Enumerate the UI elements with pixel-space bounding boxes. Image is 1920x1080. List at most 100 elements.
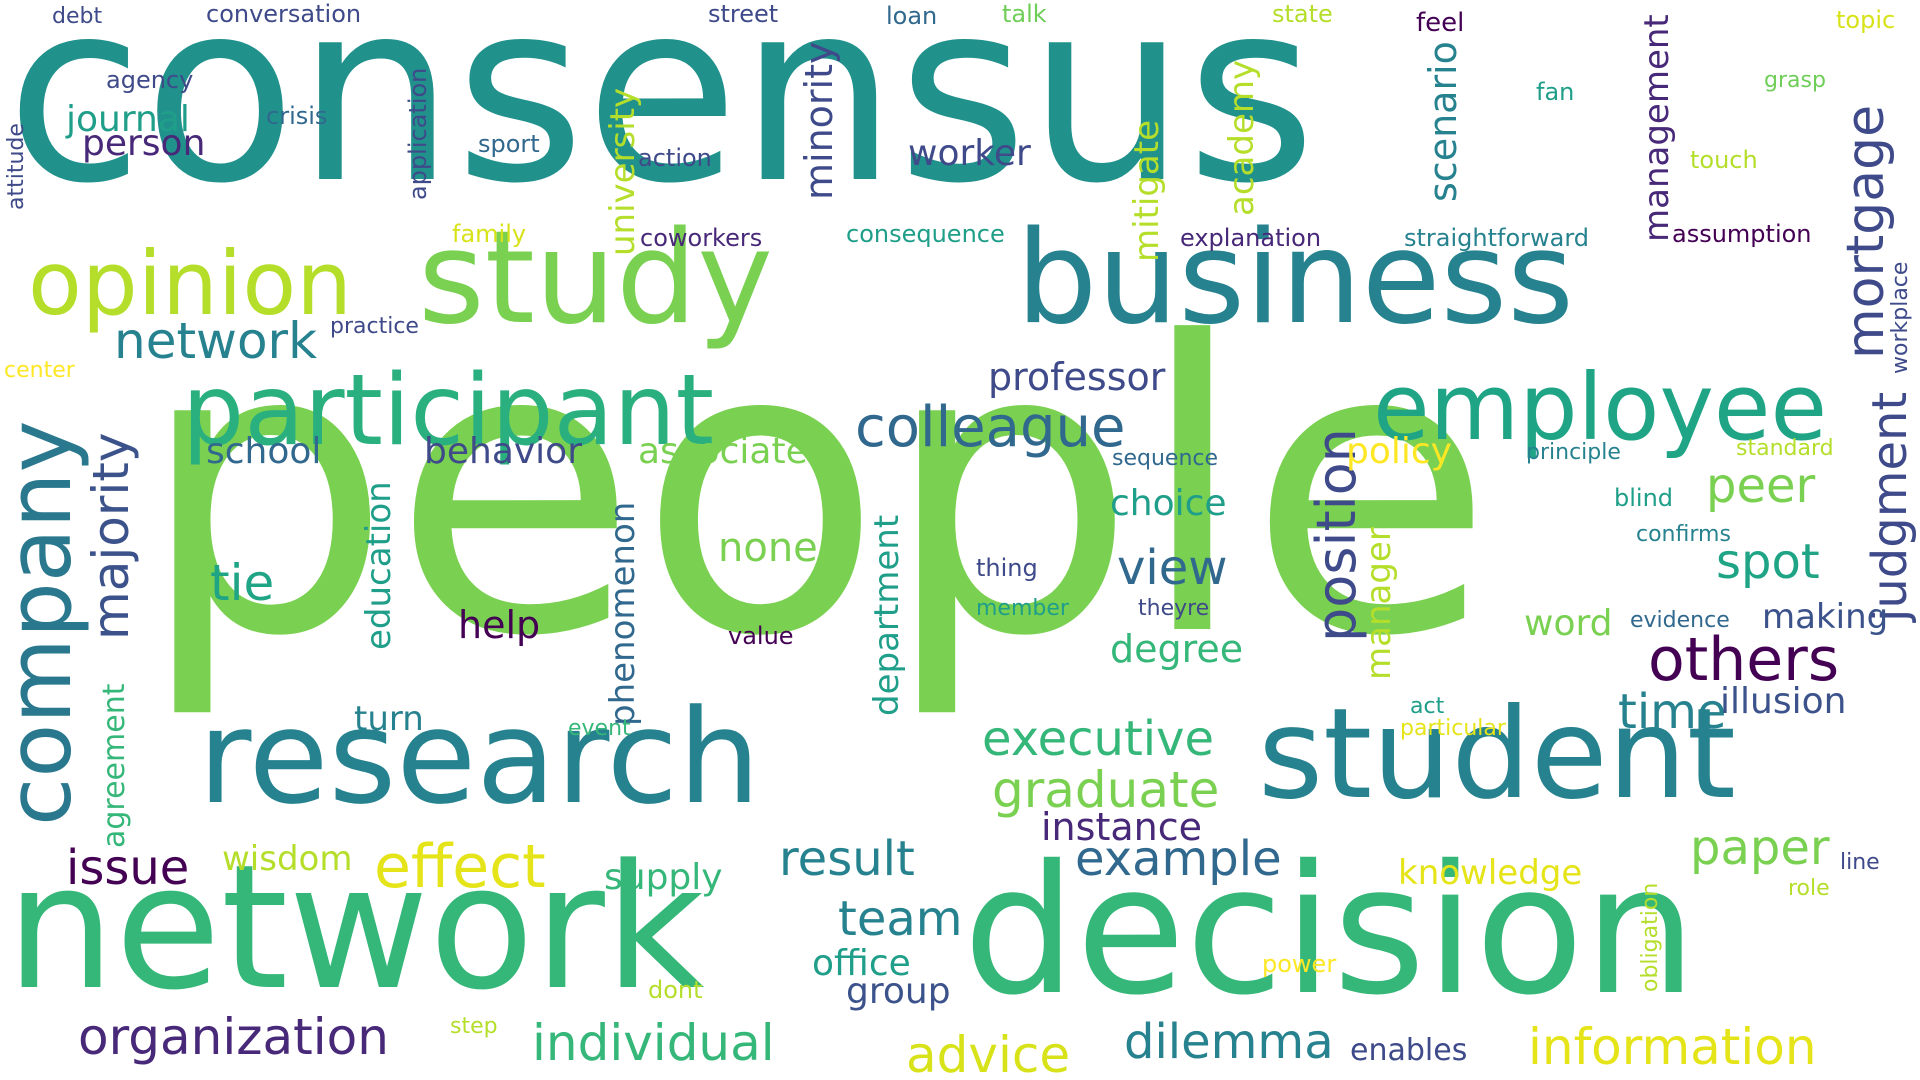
word-wisdom: wisdom [222,839,353,879]
word-attitude: attitude [4,123,29,210]
word-help: help [458,603,541,647]
word-application: application [404,67,432,200]
word-peer: peer [1706,458,1816,514]
word-mortgage: mortgage [1836,104,1896,359]
word-tie: tie [210,554,275,612]
word-assumption: assumption [1672,220,1812,248]
word-university: university [603,87,643,256]
word-business: business [1016,204,1574,353]
word-blind: blind [1614,484,1674,512]
word-student: student [1258,682,1736,827]
word-debt: debt [52,4,103,29]
word-conversation: conversation [206,0,362,28]
word-network: network [6,827,705,1028]
word-others: others [1648,625,1840,695]
word-team: team [838,891,963,947]
word-colleague: colleague [855,395,1126,460]
word-practice: practice [330,314,419,339]
word-enables: enables [1350,1033,1468,1068]
word-dont: dont [648,976,703,1004]
word-value: value [728,622,794,650]
word-academy: academy [1222,59,1262,216]
word-research: research [198,681,761,833]
word-company: company [0,420,91,826]
word-journal: journal [66,99,190,140]
word-information: information [1528,1018,1817,1076]
word-supply: supply [604,857,723,898]
word-school: school [206,431,322,472]
word-topic: topic [1836,6,1896,34]
word-scenario: scenario [1421,41,1465,202]
word-manager: manager [1359,527,1399,680]
word-thing: thing [976,554,1038,582]
word-theyre: theyre [1138,596,1210,621]
word-advice: advice [906,1026,1071,1080]
word-consensus: consensus [6,0,1317,238]
word-center: center [4,358,75,383]
word-sequence: sequence [1112,446,1219,471]
word-judgment: judgment [1862,391,1918,622]
word-people: people [138,259,1494,724]
word-fan: fan [1536,78,1575,106]
word-member: member [976,596,1069,621]
word-effect: effect [374,832,546,902]
word-turn: turn [354,699,424,739]
word-street: street [708,0,779,28]
word-agency: agency [106,66,194,94]
word-dilemma: dilemma [1124,1014,1334,1070]
word-evidence: evidence [1630,608,1730,633]
word-confirms: confirms [1636,522,1731,547]
word-making: making [1762,597,1889,637]
word-consequence: consequence [846,220,1005,248]
word-obligation: obligation [1638,882,1663,992]
word-opinion: opinion [28,232,352,335]
word-paper: paper [1690,820,1830,876]
word-explanation: explanation [1180,224,1322,252]
word-executive: executive [982,711,1215,767]
word-agreement: agreement [97,683,132,848]
word-employee: employee [1373,354,1828,461]
word-principle: principle [1526,440,1621,465]
word-result: result [779,831,915,887]
word-professor: professor [988,355,1166,399]
word-department: department [867,514,907,716]
word-act: act [1410,694,1445,719]
word-network-small: network [114,312,318,370]
word-choice: choice [1110,483,1227,524]
word-line: line [1840,850,1880,875]
word-feel: feel [1416,8,1465,38]
word-standard: standard [1736,436,1834,461]
word-phenomenon: phenomenon [603,501,643,726]
word-majority: majority [82,432,140,640]
word-crisis: crisis [266,102,328,130]
word-illusion: illusion [1720,681,1847,722]
word-education: education [359,481,399,650]
word-worker: worker [908,133,1031,174]
word-spot: spot [1716,534,1820,590]
word-example: example [1075,831,1282,887]
word-degree: degree [1110,627,1244,671]
word-sport: sport [478,130,540,158]
word-office: office [812,943,911,984]
word-group: group [846,971,951,1012]
word-talk: talk [1002,0,1047,28]
word-event: event [568,716,631,741]
word-instance: instance [1041,805,1202,849]
word-decision: decision [963,827,1697,1034]
word-view: view [1117,540,1228,596]
word-coworkers: coworkers [640,224,763,252]
word-management: management [1637,14,1677,242]
word-associate: associate [638,431,808,472]
word-workplace: workplace [1888,261,1913,374]
word-person: person [82,123,206,164]
word-policy: policy [1346,431,1452,472]
word-straightforward: straightforward [1404,224,1590,252]
word-particular: particular [1400,716,1506,741]
word-family: family [452,220,527,248]
word-power: power [1262,950,1337,978]
word-participant: participant [182,354,715,468]
word-organization: organization [78,1008,389,1066]
word-state: state [1272,0,1333,28]
word-minority: minority [797,41,841,200]
